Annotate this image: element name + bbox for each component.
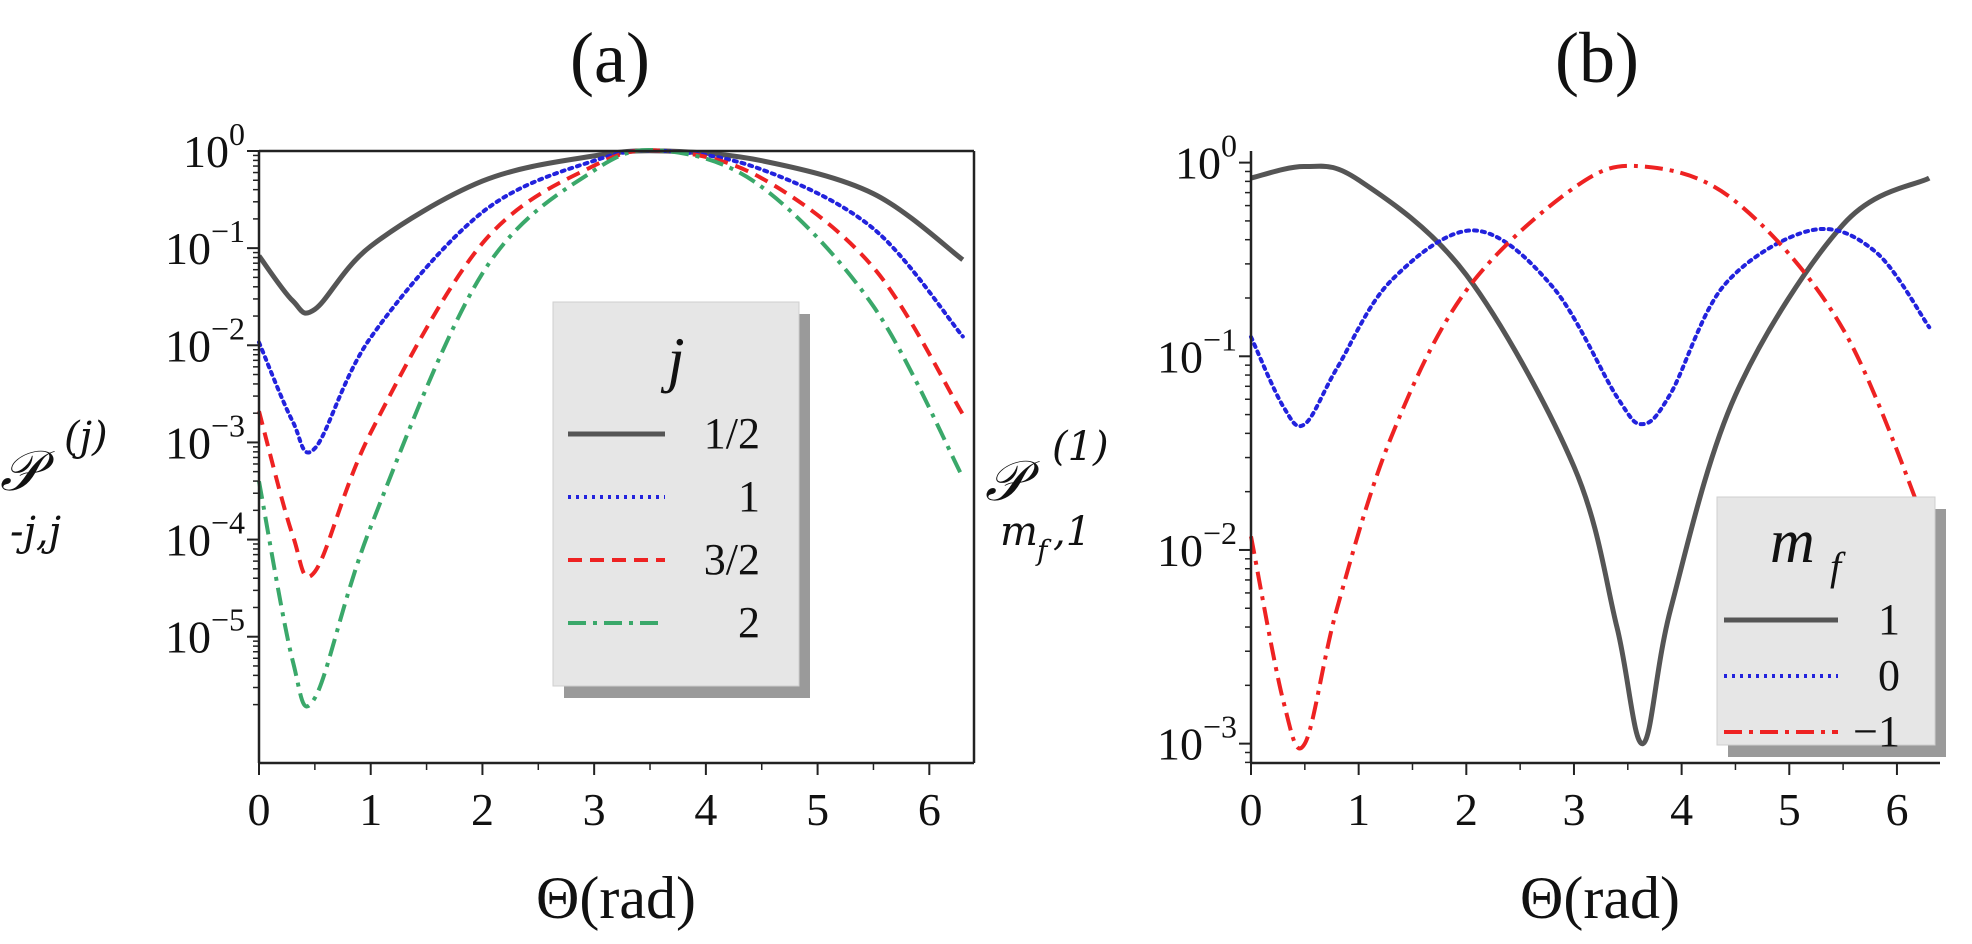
panel-a-legend-label-2: 3/2 xyxy=(704,535,760,584)
panel-b-y-label-main: 𝒫 xyxy=(985,449,1040,514)
panel-a-y-label-sup: (j) xyxy=(64,414,108,460)
panel-b-x-label-text: Θ(rad) xyxy=(1520,865,1680,931)
panel-b-ytick-label: 10−2 xyxy=(1157,515,1237,576)
panel-b-ytick-base: 10 xyxy=(1157,719,1203,770)
panel-a-ytick-exp: 0 xyxy=(229,116,245,152)
panel-b-ytick-exp: −1 xyxy=(1203,321,1237,357)
panel-b-ytick-exp: −3 xyxy=(1203,709,1237,745)
panel-b-ytick-base: 10 xyxy=(1157,525,1203,576)
panel-b-ytick-exp: 0 xyxy=(1221,128,1237,164)
panel-b-legend-items: 1 0 −1 xyxy=(1724,595,1900,756)
panel-a-ytick-base: 10 xyxy=(165,223,211,274)
panel-a-xtick-label: 6 xyxy=(918,784,941,835)
panel-a-ytick-exp: −3 xyxy=(211,407,245,443)
panel-b-y-label-sub: m xyxy=(1000,509,1038,555)
panel-a-ytick-exp: −2 xyxy=(211,310,245,346)
panel-a-legend-label-0: 1/2 xyxy=(704,409,760,458)
panel-b-y-label-sup: (1) xyxy=(1052,424,1109,470)
panel-b-ytick-exp: −2 xyxy=(1203,515,1237,551)
panel-b-legend-label-1: 0 xyxy=(1878,651,1900,700)
panel-a-ytick-base: 10 xyxy=(165,515,211,566)
panel-a-ytick-label: 10−3 xyxy=(165,407,245,468)
panel-b-series-line-0 xyxy=(1250,163,1931,747)
panel-a-xtick-label: 4 xyxy=(694,784,717,835)
panel-b-ytick-base: 10 xyxy=(1175,138,1221,189)
panel-a-x-label-text: Θ(rad) xyxy=(536,865,696,931)
panel-b-xtick-label: 2 xyxy=(1455,784,1478,835)
panel-b-ytick-label: 10−3 xyxy=(1157,709,1237,770)
panel-b-title: (b) xyxy=(1555,18,1639,98)
panel-a-ytick-base: 10 xyxy=(165,417,211,468)
panel-b-legend-label-2: −1 xyxy=(1853,707,1900,756)
panel-b-series-line-2 xyxy=(1249,163,1932,751)
panel-b-xtick-label: 5 xyxy=(1778,784,1801,835)
panel-b-y-label-sub2: ,1 xyxy=(1053,509,1091,555)
panel-b-legend-label-0: 1 xyxy=(1878,595,1900,644)
panel-b-legend-title: m xyxy=(1770,508,1815,576)
panel-a-x-ticks: 0 1 2 3 4 5 6 xyxy=(248,763,941,835)
panel-a-y-label-sub: -j,j xyxy=(10,509,61,555)
panel-a-ytick-label: 10−2 xyxy=(165,310,245,371)
panel-b-ytick-label: 100 xyxy=(1175,128,1237,189)
panel-a-ytick-exp: −5 xyxy=(211,602,245,638)
panel-a-ytick-label: 10−1 xyxy=(165,213,245,274)
panel-a-xtick-label: 0 xyxy=(248,784,271,835)
panel-a-legend-label-3: 2 xyxy=(738,598,760,647)
panel-b-x-label: Θ(rad) xyxy=(1520,865,1680,931)
panel-a-ytick-label: 10−4 xyxy=(165,505,245,566)
panel-a-xtick-label: 2 xyxy=(471,784,494,835)
panel-a-xtick-label: 1 xyxy=(359,784,382,835)
panel-b-y-label: 𝒫 (1) m f ,1 xyxy=(985,424,1109,567)
panel-b-xtick-label: 0 xyxy=(1240,784,1263,835)
panel-b-series-line-1 xyxy=(1249,227,1932,429)
panel-a-x-label: Θ(rad) xyxy=(536,865,696,931)
panel-a-legend-items: 1/2 1 3/2 2 xyxy=(568,409,760,647)
panel-b-ytick-label: 10−1 xyxy=(1157,321,1237,382)
panel-b-x-ticks: 0 1 2 3 4 5 6 xyxy=(1240,763,1908,835)
panel-a-y-label-main: 𝒫 xyxy=(0,439,55,504)
panel-b-y-label-subsub: f xyxy=(1035,534,1052,567)
panel-a-ytick-base: 10 xyxy=(165,612,211,663)
panel-b-xtick-label: 6 xyxy=(1885,784,1908,835)
panel-b-plot-area xyxy=(1249,163,1932,751)
panel-b-xtick-label: 4 xyxy=(1670,784,1693,835)
panel-a-ytick-base: 10 xyxy=(183,126,229,177)
panel-a-ytick-label: 10−5 xyxy=(165,602,245,663)
panel-a-ytick-label: 100 xyxy=(183,116,245,177)
panel-a-legend: j 1/213/22 xyxy=(552,301,810,698)
panel-b-ytick-base: 10 xyxy=(1157,331,1203,382)
panel-a-series-line-2 xyxy=(257,148,965,579)
panel-a-series-line-0 xyxy=(256,148,965,316)
panel-a-legend-label-1: 1 xyxy=(738,472,760,521)
panel-b-xtick-label: 3 xyxy=(1562,784,1585,835)
panel-a-ytick-base: 10 xyxy=(165,320,211,371)
panel-a-xtick-label: 3 xyxy=(583,784,606,835)
panel-a-plot-area xyxy=(256,147,965,709)
panel-b-xtick-label: 1 xyxy=(1347,784,1370,835)
panel-a-series-line-3 xyxy=(257,147,965,709)
panel-a-ytick-exp: −4 xyxy=(211,505,245,541)
panel-a-y-label: 𝒫 (j) -j,j xyxy=(0,414,108,555)
panel-a-series-line-1 xyxy=(257,148,965,455)
panel-a-ytick-exp: −1 xyxy=(211,213,245,249)
panel-a-xtick-label: 5 xyxy=(806,784,829,835)
panel-a-title: (a) xyxy=(570,18,650,98)
panel-b-legend: m f 10−1 xyxy=(1716,496,1946,757)
